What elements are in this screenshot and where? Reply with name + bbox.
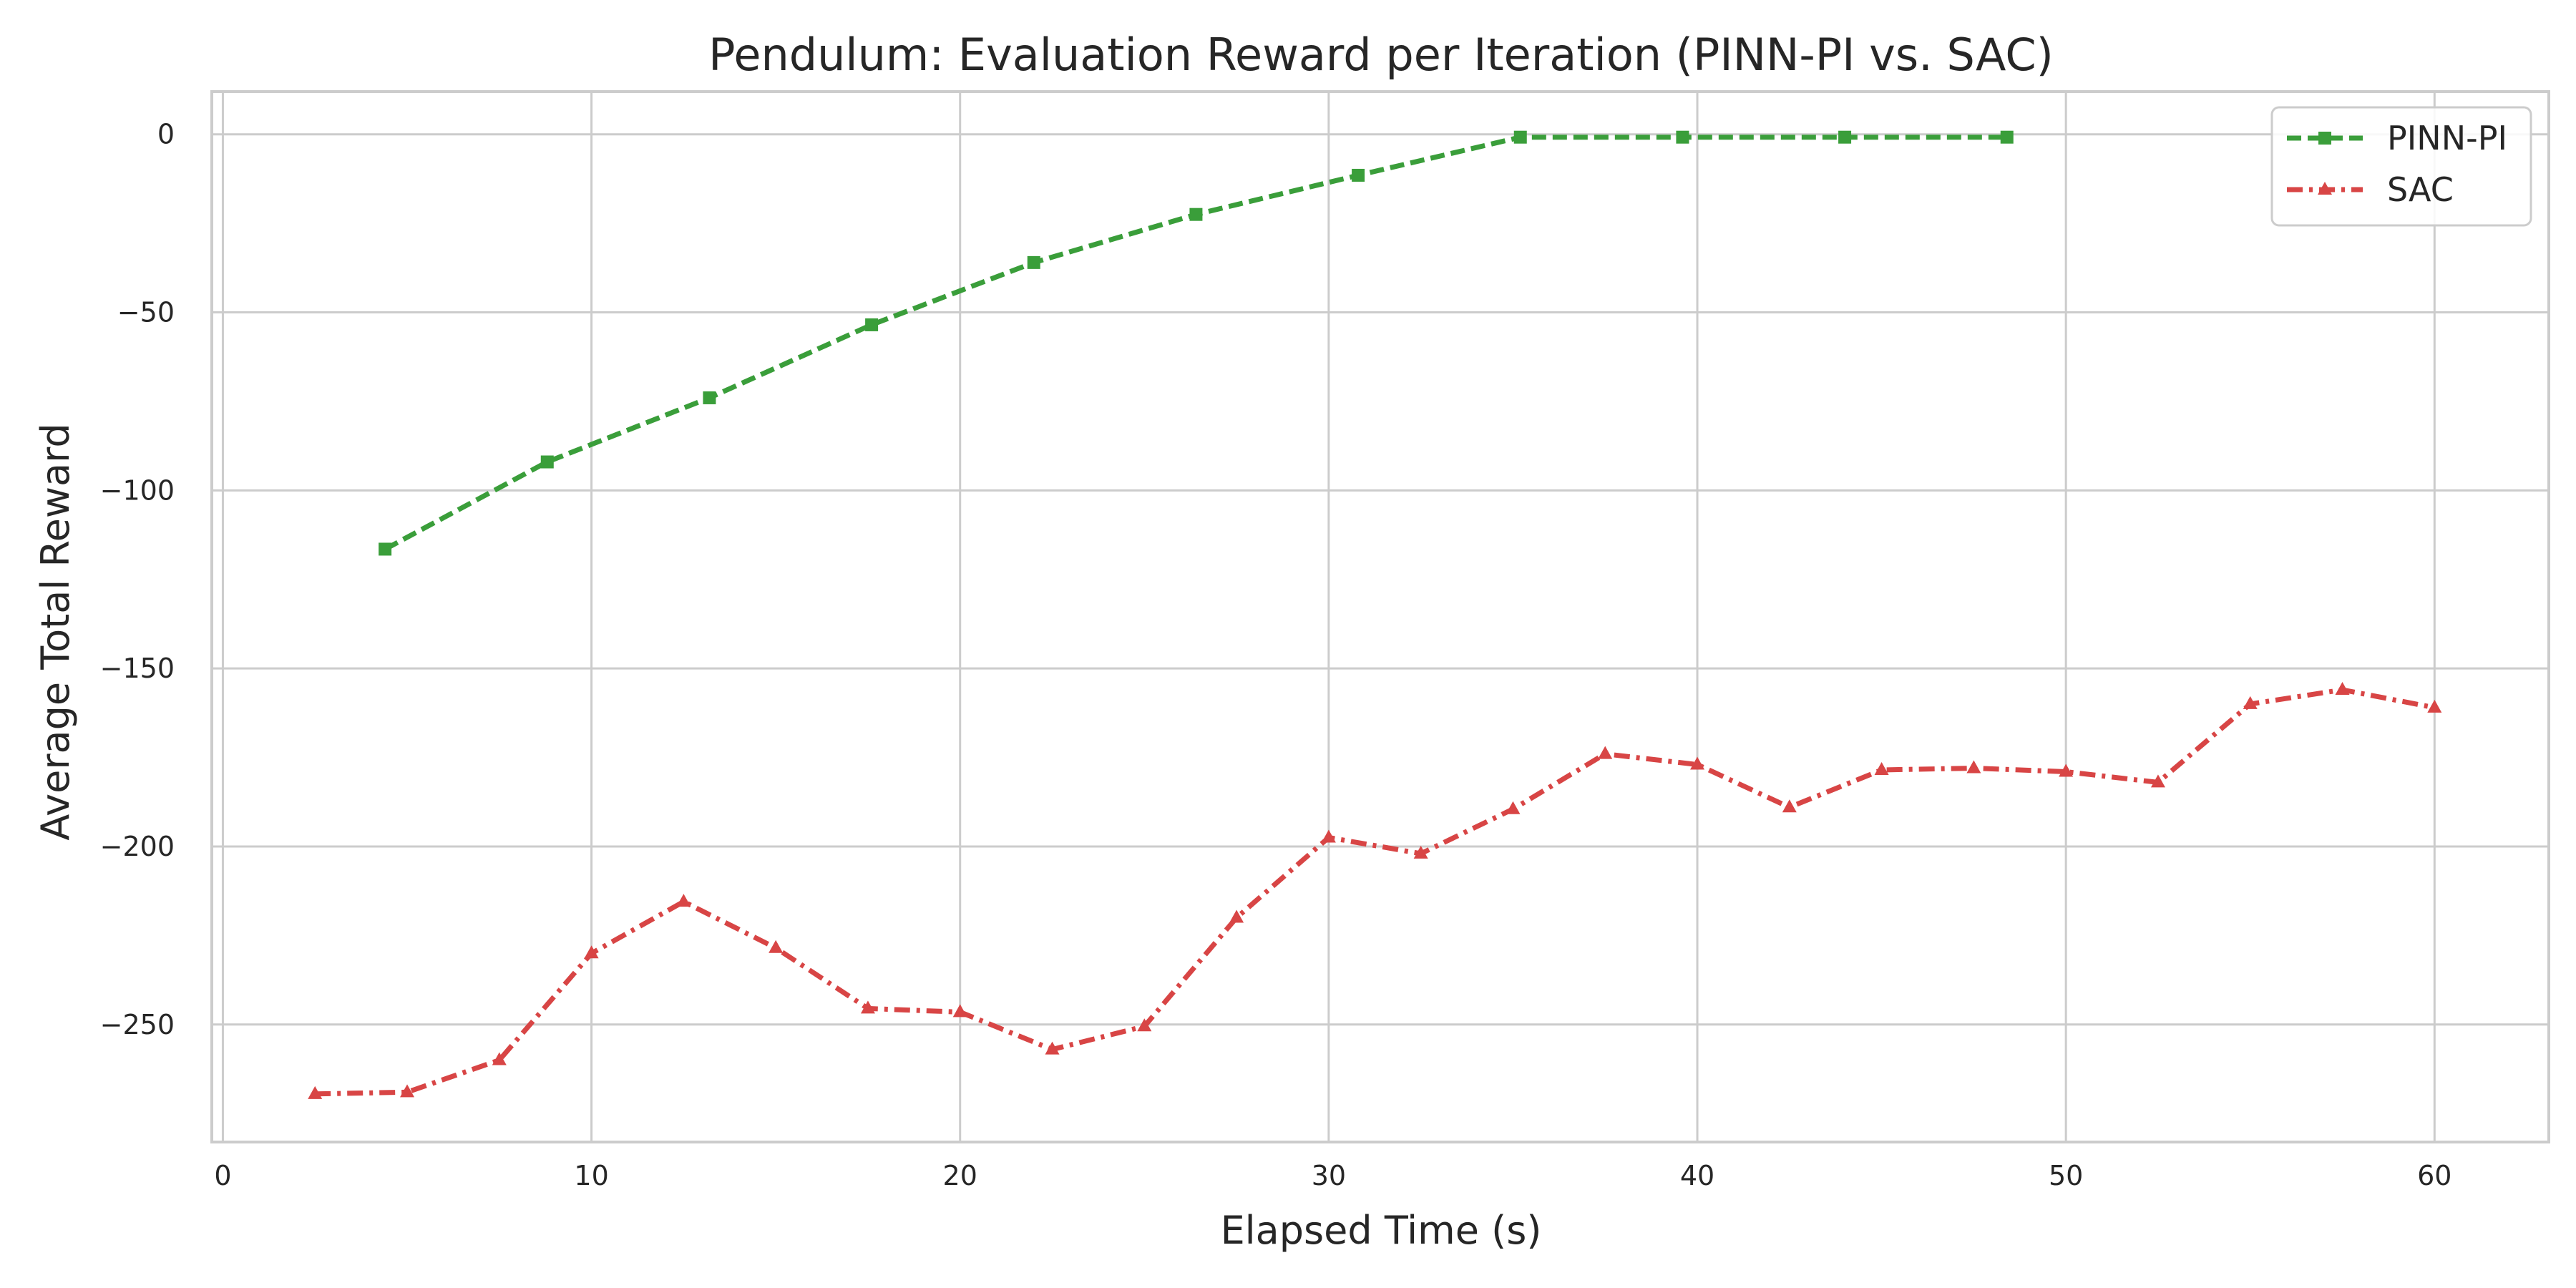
- data-point-pinn-pi: [540, 455, 554, 469]
- y-tick-label: −100: [100, 474, 175, 506]
- data-point-sac: [676, 894, 691, 907]
- legend: PINN-PI SAC: [2270, 106, 2532, 227]
- data-point-pinn-pi: [1513, 130, 1527, 144]
- y-tick-label: −250: [100, 1009, 175, 1040]
- series-layer: [308, 130, 2442, 1099]
- x-tick-label: 0: [214, 1160, 231, 1191]
- data-point-sac: [860, 1000, 875, 1014]
- legend-marker-pinn-pi: [2318, 132, 2331, 145]
- data-point-sac: [1782, 799, 1797, 813]
- y-axis-label: Average Total Reward: [33, 423, 78, 840]
- data-point-sac: [2335, 682, 2350, 696]
- data-point-pinn-pi: [865, 318, 879, 331]
- x-tick-label: 60: [2417, 1160, 2451, 1191]
- x-tick-label: 10: [574, 1160, 608, 1191]
- data-point-sac: [1229, 909, 1244, 923]
- data-point-sac: [1321, 829, 1336, 843]
- data-point-pinn-pi: [1027, 255, 1040, 269]
- plot-frame: [210, 90, 2550, 1143]
- data-point-pinn-pi: [1189, 208, 1203, 221]
- data-point-sac: [1045, 1041, 1060, 1055]
- data-point-pinn-pi: [379, 542, 392, 556]
- y-tick-label: 0: [157, 119, 175, 150]
- data-point-sac: [1506, 801, 1521, 814]
- data-point-sac: [2243, 696, 2258, 709]
- data-point-sac: [1874, 761, 1889, 775]
- data-point-sac: [769, 940, 784, 953]
- data-point-pinn-pi: [1352, 168, 1365, 182]
- x-tick-label: 20: [943, 1160, 977, 1191]
- data-point-sac: [1598, 746, 1613, 759]
- data-point-sac: [584, 945, 599, 959]
- legend-entry-pinn-pi: PINN-PI: [2287, 119, 2507, 157]
- chart-title: Pendulum: Evaluation Reward per Iteratio…: [708, 29, 2054, 81]
- grid-layer: [212, 92, 2549, 1142]
- x-tick-label: 40: [1680, 1160, 1714, 1191]
- data-point-sac: [1137, 1018, 1152, 1032]
- data-point-sac: [1413, 845, 1428, 859]
- data-point-sac: [1690, 756, 1705, 770]
- tick-labels-layer: 0 10 20 30 40 50 60 0 −50 −100 −150 −200 −250: [100, 119, 2452, 1191]
- y-tick-label: −200: [100, 831, 175, 862]
- data-point-sac: [400, 1084, 415, 1098]
- x-tick-label: 50: [2049, 1160, 2083, 1191]
- y-tick-label: −150: [100, 653, 175, 684]
- data-point-sac: [2150, 774, 2165, 788]
- data-point-sac: [2059, 763, 2074, 777]
- data-point-sac: [2427, 699, 2442, 713]
- legend-label-sac: SAC: [2387, 170, 2454, 209]
- data-point-pinn-pi: [1676, 130, 1689, 144]
- data-point-sac: [308, 1085, 323, 1099]
- y-tick-label: −50: [117, 297, 175, 328]
- data-point-sac: [492, 1052, 507, 1065]
- legend-label-pinn-pi: PINN-PI: [2387, 119, 2507, 157]
- x-axis-label: Elapsed Time (s): [1221, 1208, 1542, 1253]
- legend-entry-sac: SAC: [2287, 170, 2454, 209]
- data-point-sac: [1966, 760, 1981, 774]
- series-sac: [308, 682, 2442, 1099]
- data-point-sac: [952, 1004, 967, 1018]
- series-line-sac: [315, 687, 2435, 1097]
- data-point-pinn-pi: [1838, 130, 1852, 144]
- legend-marker-sac: [2318, 182, 2332, 195]
- series-pinn-pi: [379, 130, 2014, 556]
- x-tick-label: 30: [1312, 1160, 1346, 1191]
- data-point-pinn-pi: [703, 391, 716, 404]
- data-point-pinn-pi: [2000, 130, 2014, 144]
